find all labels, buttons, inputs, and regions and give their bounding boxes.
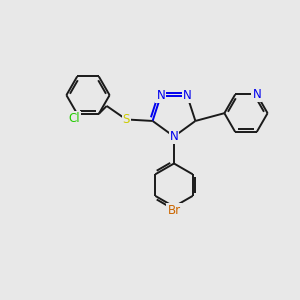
Text: N: N [156,89,165,102]
Text: Cl: Cl [68,112,80,125]
Text: N: N [169,130,178,143]
Text: N: N [183,89,192,102]
Text: S: S [122,113,130,126]
Text: Br: Br [167,204,181,217]
Text: N: N [252,88,261,101]
